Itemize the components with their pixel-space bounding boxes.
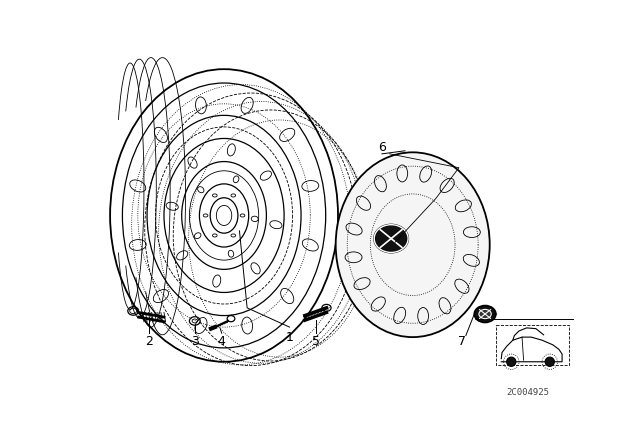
Ellipse shape	[479, 310, 492, 319]
Ellipse shape	[374, 225, 408, 252]
Circle shape	[545, 357, 554, 366]
Text: 4: 4	[218, 335, 226, 348]
Text: 2: 2	[145, 335, 152, 348]
Text: 2C004925: 2C004925	[507, 388, 550, 397]
Text: 6: 6	[378, 141, 386, 154]
Ellipse shape	[336, 152, 490, 337]
Text: 1: 1	[285, 331, 293, 344]
Text: 7: 7	[458, 335, 466, 348]
Ellipse shape	[474, 306, 496, 323]
Text: 3: 3	[191, 335, 199, 348]
Circle shape	[507, 357, 516, 366]
Text: 5: 5	[312, 335, 320, 348]
